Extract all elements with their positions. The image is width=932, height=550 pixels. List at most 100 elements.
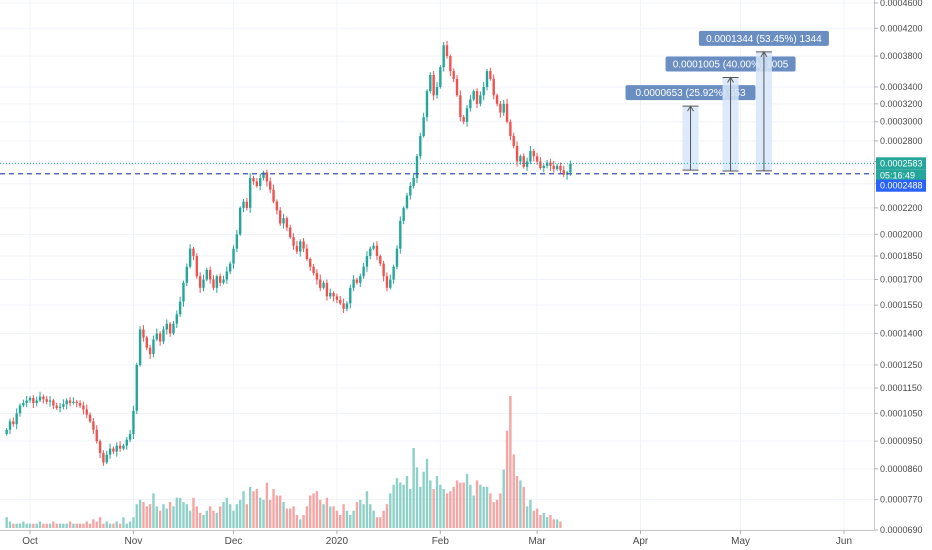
candle-body — [135, 364, 138, 411]
candle — [85, 404, 88, 419]
volume-bar — [542, 512, 545, 528]
candle-body — [152, 339, 155, 355]
candle — [362, 262, 365, 279]
volume-bar — [432, 489, 435, 528]
candle — [215, 274, 219, 293]
candle — [399, 216, 402, 254]
candle-body — [552, 165, 555, 170]
candle — [402, 206, 405, 225]
candle — [429, 72, 432, 94]
volume-bar — [292, 506, 295, 528]
volume-bar — [435, 476, 439, 528]
candle-body — [562, 170, 565, 175]
volume-bar — [419, 486, 422, 528]
candle — [155, 328, 158, 342]
volume-bar — [88, 523, 92, 528]
volume-bar — [105, 521, 108, 528]
candle-body — [279, 210, 282, 224]
candle — [475, 88, 479, 109]
candle — [275, 199, 279, 215]
candle — [88, 412, 92, 424]
candle-body — [465, 108, 469, 122]
volume-bar — [329, 506, 332, 528]
candle — [42, 394, 45, 404]
candle-body — [175, 314, 179, 324]
candle — [248, 173, 252, 213]
candle — [282, 213, 285, 229]
candle-body — [549, 162, 552, 166]
volume-bar — [522, 486, 525, 528]
volume-bar — [525, 506, 529, 528]
candle — [315, 269, 319, 285]
measurement-tools[interactable]: 0.0000653 (25.92%) 653 0.0001005 (40.00%)… — [625, 30, 829, 172]
volume-bar — [365, 491, 369, 528]
alert-price-tag[interactable]: 0.0002488 — [876, 179, 926, 192]
volume-bar — [192, 497, 195, 528]
candle-body — [165, 323, 168, 330]
candle — [82, 401, 85, 415]
volume-bar — [185, 504, 189, 528]
volume-bar — [188, 510, 192, 528]
candle-body — [469, 99, 472, 109]
candle — [425, 89, 429, 122]
candle-body — [28, 397, 32, 401]
candle — [168, 322, 172, 337]
measurement-3[interactable]: 0.0001344 (53.45%) 1344 — [698, 30, 829, 172]
candle-body — [22, 402, 25, 406]
candle — [309, 257, 312, 271]
candle — [212, 275, 215, 291]
candle-body — [65, 400, 68, 405]
candle — [8, 418, 12, 434]
candle-body — [355, 279, 359, 283]
candle — [48, 396, 52, 407]
candle-body — [422, 117, 425, 136]
countdown-tag: 05:16:49 — [876, 169, 926, 182]
candle — [372, 242, 375, 251]
volume-bar — [552, 519, 555, 528]
x-tick-label: Feb — [432, 536, 450, 547]
candle — [459, 90, 462, 122]
volume-bar — [252, 491, 255, 528]
candle — [192, 246, 195, 261]
volume-bar — [205, 510, 209, 528]
candle — [58, 402, 62, 413]
candle-body — [359, 276, 362, 283]
candle-body — [315, 273, 319, 280]
candle-body — [222, 279, 225, 283]
candle — [485, 68, 489, 91]
volume-bar — [405, 476, 409, 528]
candle-body — [252, 178, 255, 182]
candle — [252, 175, 255, 185]
candle — [225, 266, 229, 284]
measure-arrowhead — [760, 50, 768, 58]
candle — [382, 260, 385, 282]
candle-body — [198, 276, 202, 288]
volume-bar — [449, 491, 452, 528]
candle — [472, 89, 475, 102]
volume-bar — [235, 504, 239, 528]
candle-body — [248, 178, 252, 208]
price-axis-bg[interactable] — [874, 0, 932, 550]
volume-bar — [475, 480, 479, 528]
candle-body — [122, 445, 125, 449]
measure-arrowhead — [687, 105, 694, 112]
volume-bar — [195, 506, 199, 528]
countdown-tag-bg — [876, 169, 926, 182]
candle — [545, 159, 549, 169]
volume-bar — [289, 508, 292, 528]
candle — [555, 163, 559, 171]
volume-bar — [138, 499, 142, 528]
candle — [409, 182, 412, 200]
candle-body — [272, 189, 275, 202]
candle — [28, 396, 32, 403]
y-tick-label: 0.0001550 — [880, 300, 923, 310]
candle — [279, 207, 282, 226]
candle-body — [282, 218, 285, 224]
candle — [325, 279, 329, 301]
candle — [175, 310, 179, 328]
candle-body — [425, 91, 429, 118]
candle — [125, 436, 128, 450]
candle — [52, 398, 55, 409]
y-tick-label: 0.0001150 — [880, 383, 922, 393]
